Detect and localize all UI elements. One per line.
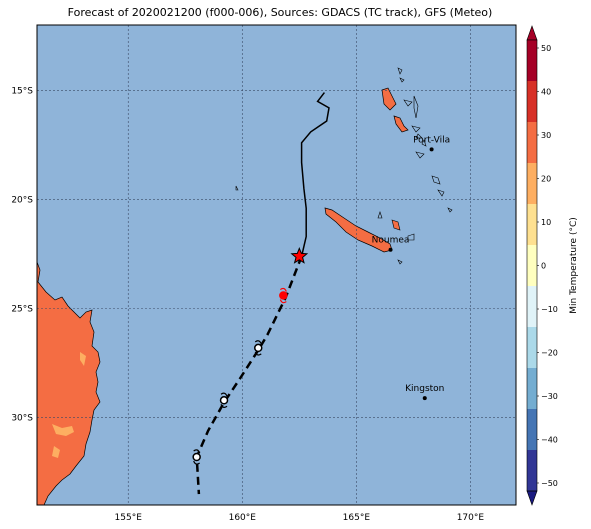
australia-interior-patch xyxy=(80,352,86,366)
current-position-star-icon xyxy=(290,246,309,264)
city-dot xyxy=(429,147,434,152)
map-title: Forecast of 2020021200 (f000-006), Sourc… xyxy=(67,6,493,19)
colorbar-segment xyxy=(527,163,537,204)
lon-tick-label: 155°E xyxy=(115,513,143,523)
colorbar-tick-label: 10 xyxy=(541,218,551,227)
small-island xyxy=(397,259,403,265)
cyclone-icon xyxy=(219,392,229,408)
colorbar-segment xyxy=(527,286,537,327)
lon-tick-label: 165°E xyxy=(343,513,371,523)
cyclone-arm xyxy=(220,392,228,397)
cyclone-eye xyxy=(219,396,229,405)
colorbar-segment xyxy=(527,450,537,491)
colorbar-tick-label: 50 xyxy=(541,44,551,53)
city-label: Kingston xyxy=(405,384,444,394)
colorbar-tick-label: −20 xyxy=(541,349,558,358)
cyclone-arm xyxy=(279,299,287,304)
cyclone-icon xyxy=(254,340,263,356)
colorbar-tick-label: 20 xyxy=(541,175,551,184)
cyclone-arm xyxy=(254,351,262,356)
colorbar-tick-label: 30 xyxy=(541,131,551,140)
loyalty-island xyxy=(377,211,383,219)
lat-tick-label: 30°S xyxy=(11,414,33,424)
cyclone-eye xyxy=(279,291,288,300)
small-island xyxy=(235,185,239,191)
cyclone-arm xyxy=(279,287,287,292)
colorbar-extend-max xyxy=(526,25,538,41)
colorbar: 50 40 30 20 10 0 −10 −20 −30 −40 −50 Min Temperatur… xyxy=(526,25,579,506)
ocean-background xyxy=(37,25,516,505)
loyalty-island xyxy=(391,219,401,231)
lat-tick-label: 25°S xyxy=(11,305,33,315)
loyalty-island xyxy=(407,233,415,241)
colorbar-segment xyxy=(527,40,537,81)
vanuatu-island-espiritu-santo xyxy=(381,87,397,111)
city-label: Noumea xyxy=(372,236,410,246)
colorbar-label: Min Temperature (°C) xyxy=(569,217,579,314)
lat-tick-label: 20°S xyxy=(11,196,33,206)
map-frame xyxy=(36,24,517,506)
city-dot xyxy=(422,396,427,401)
colorbar-segment xyxy=(527,409,537,450)
australia-interior-patch xyxy=(52,424,74,436)
cyclone-arm xyxy=(220,404,228,408)
lon-tick-label: 160°E xyxy=(229,513,257,523)
cyclone-arm xyxy=(254,340,262,345)
graticule xyxy=(37,25,516,505)
australia-landmass xyxy=(36,261,101,506)
cyclone-icon xyxy=(279,287,288,304)
axis-ticks: 155°E 160°E 165°E 170°E 15°S 20°S 25°S 30°S xyxy=(11,86,484,523)
colorbar-segment xyxy=(527,122,537,163)
cyclone-icon xyxy=(192,449,201,465)
cyclone-arm xyxy=(193,460,201,465)
colorbar-tick-label: −10 xyxy=(541,305,558,314)
colorbar-tick-label: −30 xyxy=(541,392,558,401)
colorbar-tick-label: −40 xyxy=(541,436,558,445)
cyclone-eye xyxy=(192,452,201,462)
vanuatu-island xyxy=(397,67,453,213)
australia-interior-patch xyxy=(52,446,60,458)
cyclone-eye xyxy=(254,343,263,353)
colorbar-segment xyxy=(527,327,537,368)
vanuatu-island-malekula xyxy=(393,115,409,133)
forecast-positions xyxy=(192,246,309,465)
forecast-track-line xyxy=(195,255,303,495)
city-dot xyxy=(388,247,393,252)
colorbar-segment xyxy=(527,368,537,409)
colorbar-extend-min xyxy=(526,490,538,506)
colorbar-segment xyxy=(527,204,537,245)
cyclone-arm xyxy=(193,449,201,454)
city-label: Port-Vila xyxy=(413,135,450,145)
lat-tick-label: 15°S xyxy=(11,86,33,96)
lon-tick-label: 170°E xyxy=(457,513,485,523)
colorbar-tick-label: 0 xyxy=(541,262,546,271)
colorbar-tick-label: −50 xyxy=(541,479,558,488)
colorbar-segment xyxy=(527,81,537,122)
city-markers: Port-Vila Noumea Kingston xyxy=(372,135,450,401)
colorbar-tick-label: 40 xyxy=(541,88,551,97)
colorbar-segment xyxy=(527,245,537,286)
cyclone-track xyxy=(195,92,330,495)
observed-track-line xyxy=(300,92,330,257)
